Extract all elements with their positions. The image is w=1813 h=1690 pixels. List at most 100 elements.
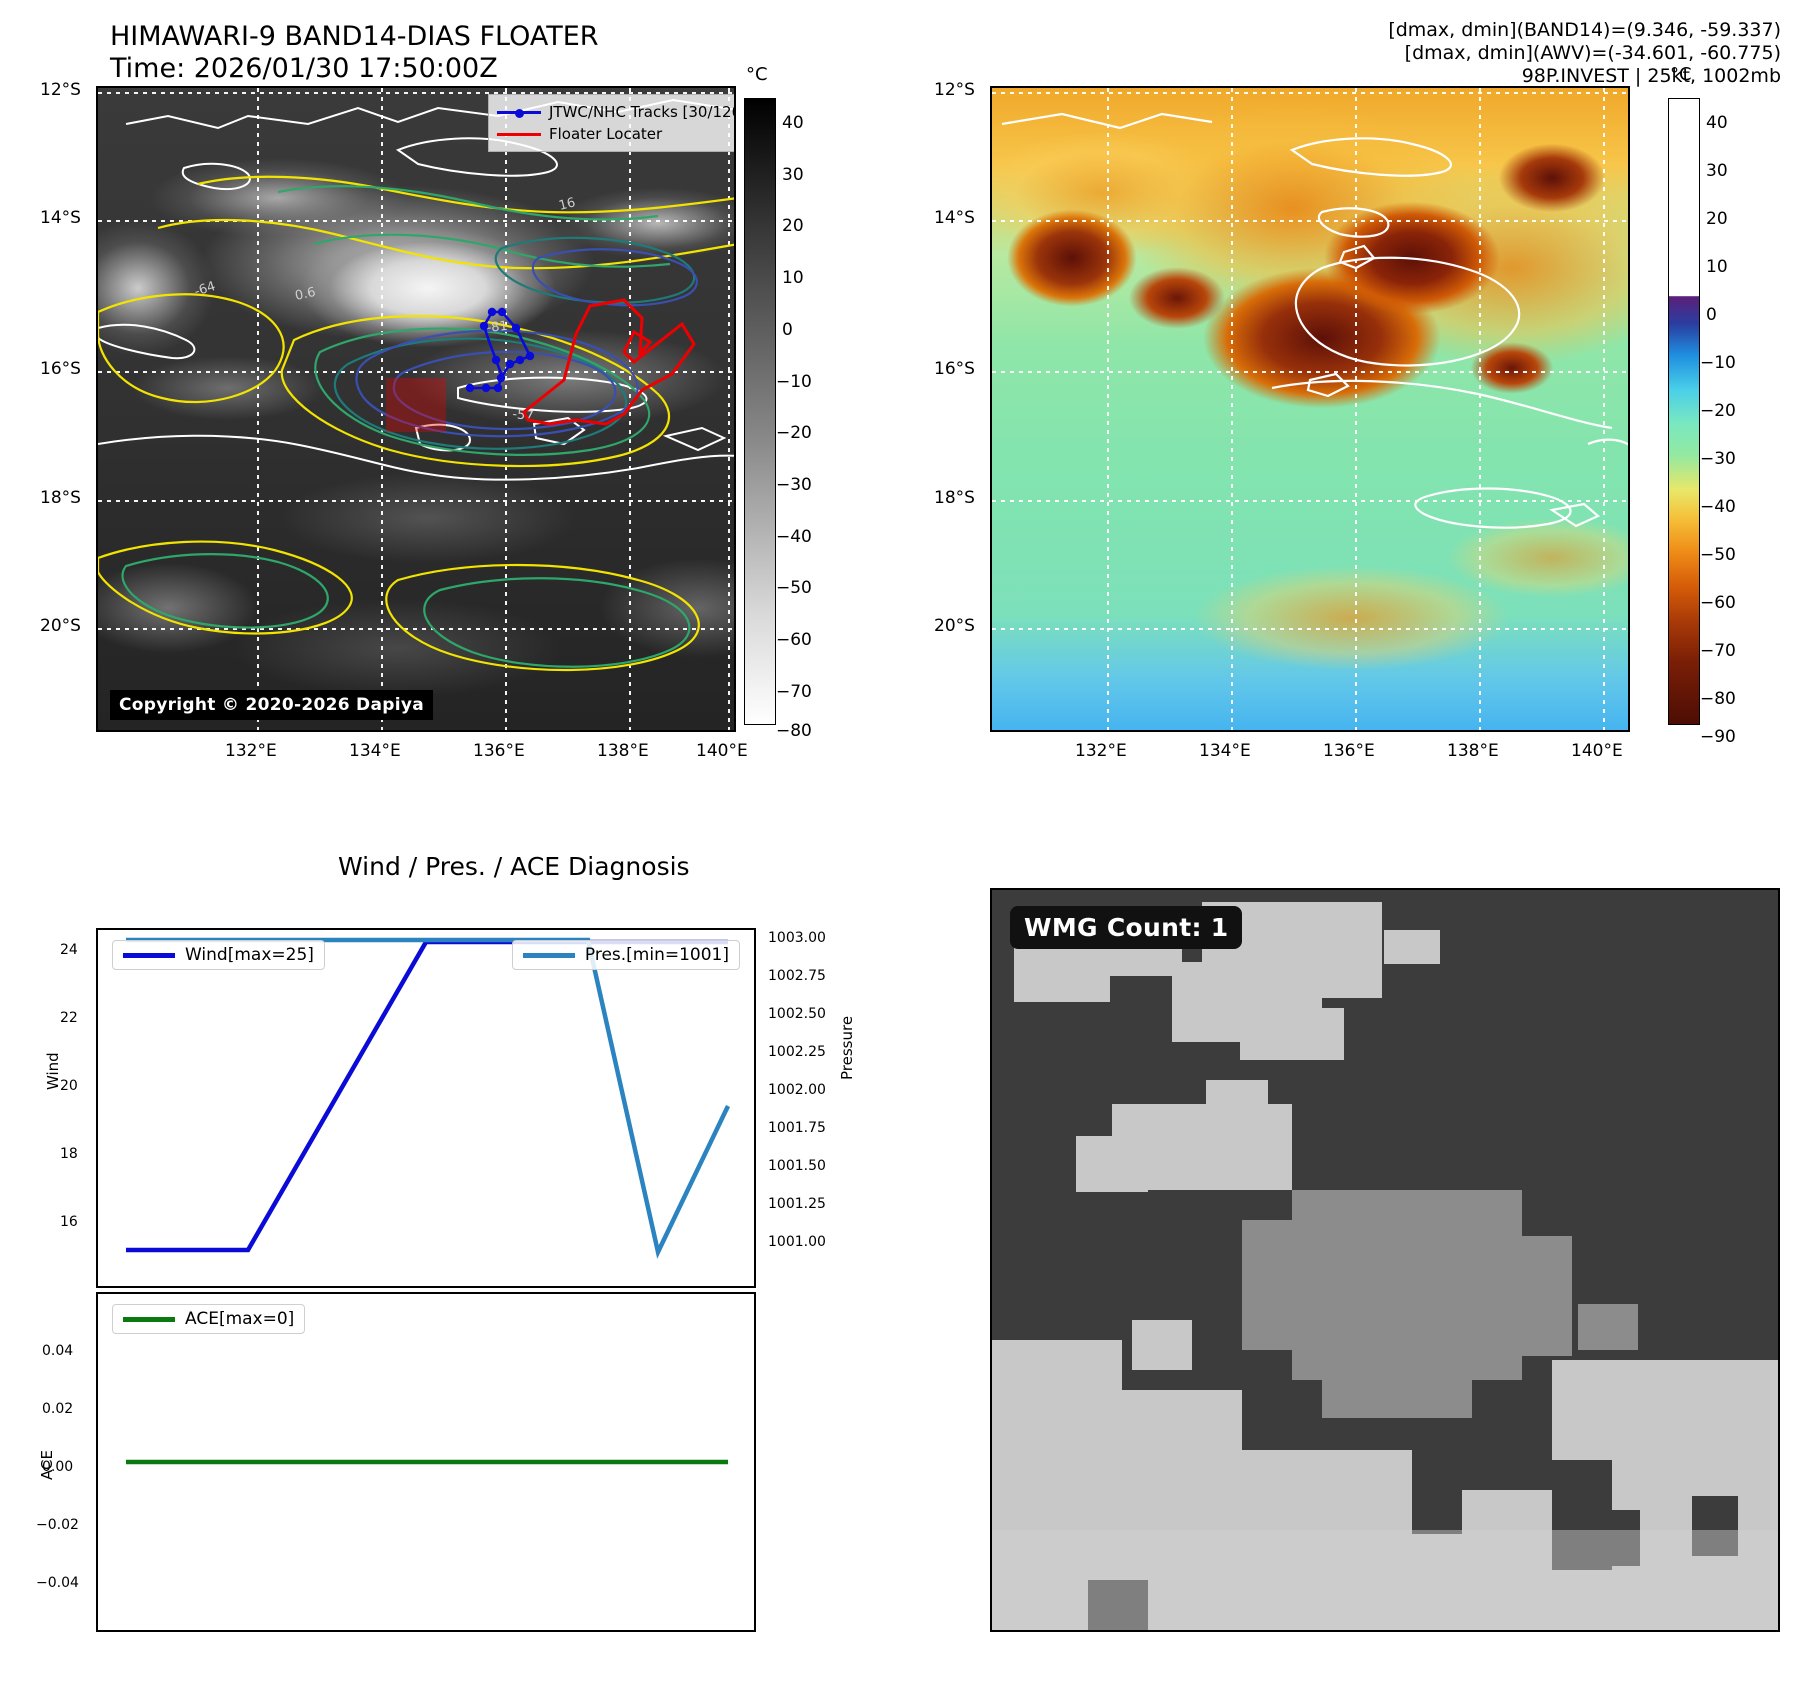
- color-colorbar: [1668, 98, 1700, 725]
- ir-xtick-140e: 140°E: [696, 741, 748, 761]
- gray-cbtick-m70: −70: [776, 682, 812, 702]
- awv-gridline-lat-12: [992, 92, 1628, 94]
- col-cbtick-40: 40: [1706, 113, 1728, 133]
- pressure-legend-label: Pres.[min=1001]: [584, 945, 729, 965]
- color-colorbar-unit: °C: [1670, 64, 1692, 85]
- ace-chart[interactable]: ACE[max=0]: [96, 1292, 756, 1632]
- ace-ytick-m0-02: −0.02: [36, 1517, 79, 1533]
- gray-cbtick-m10: −10: [776, 372, 812, 392]
- ir-ytick-18s: 18°S: [40, 488, 81, 508]
- pressure-axis-label: Pressure: [838, 1015, 856, 1080]
- ace-ytick-0-02: 0.02: [42, 1401, 74, 1417]
- wind-legend: Wind[max=25]: [112, 940, 325, 970]
- col-cbtick-10: 10: [1706, 257, 1728, 277]
- ir-ytick-14s: 14°S: [40, 208, 81, 228]
- wind-pressure-plot: [126, 937, 731, 1259]
- pres-ytick-1002-75: 1002.75: [768, 968, 826, 984]
- pressure-series-line: [126, 937, 731, 1259]
- awv-satellite-map[interactable]: [990, 86, 1630, 732]
- ir-ytick-16s: 16°S: [40, 359, 81, 379]
- awv-gridline-lon-136: [1355, 88, 1357, 730]
- gray-cbtick-40: 40: [782, 113, 804, 133]
- copyright-notice: Copyright © 2020-2026 Dapiya: [110, 690, 433, 720]
- ir-xtick-132e: 132°E: [225, 741, 277, 761]
- awv-xtick-136e: 136°E: [1323, 741, 1375, 761]
- awv-gridline-lat-20: [992, 628, 1628, 630]
- col-cbtick-m30: −30: [1700, 449, 1736, 469]
- gridline-lon-136: [505, 88, 507, 730]
- gray-cbtick-m40: −40: [776, 527, 812, 547]
- ace-ytick-0-04: 0.04: [42, 1343, 74, 1359]
- gray-cbtick-m80: −80: [776, 721, 812, 741]
- legend-row-floater: Floater Locater: [497, 123, 734, 145]
- col-cbtick-m90: −90: [1700, 727, 1736, 747]
- awv-ytick-18s: 18°S: [934, 488, 975, 508]
- awv-gridline-lat-18: [992, 500, 1628, 502]
- contour-layer: [98, 175, 734, 672]
- pres-ytick-1001-00: 1001.00: [768, 1234, 826, 1250]
- floater-locater-shape: [386, 298, 696, 432]
- ace-ytick-0-00: 0.00: [42, 1459, 74, 1475]
- map-legend: JTWC/NHC Tracks [30/1200Z] Floater Locat…: [488, 94, 734, 152]
- svg-text:-64: -64: [193, 279, 218, 300]
- gray-cbtick-m20: −20: [776, 423, 812, 443]
- stats-band14: [dmax, dmin](BAND14)=(9.346, -59.337): [1388, 19, 1781, 41]
- wind-legend-label: Wind[max=25]: [185, 945, 314, 965]
- col-cbtick-m40: −40: [1700, 497, 1736, 517]
- ace-legend: ACE[max=0]: [112, 1304, 306, 1334]
- awv-ytick-14s: 14°S: [934, 208, 975, 228]
- gridline-lat-14: [98, 220, 734, 222]
- gridline-lon-132: [257, 88, 259, 730]
- track-line-icon: [497, 108, 541, 118]
- gray-colorbar: [744, 98, 776, 725]
- ace-legend-label: ACE[max=0]: [185, 1309, 295, 1329]
- ace-ytick-m0-04: −0.04: [36, 1575, 79, 1591]
- awv-ytick-20s: 20°S: [934, 616, 975, 636]
- page-title: HIMAWARI-9 BAND14-DIAS FLOATER: [110, 21, 599, 52]
- legend-label-tracks: JTWC/NHC Tracks [30/1200Z]: [549, 103, 734, 121]
- awv-xtick-138e: 138°E: [1447, 741, 1499, 761]
- gray-cbtick-m30: −30: [776, 475, 812, 495]
- col-cbtick-m60: −60: [1700, 593, 1736, 613]
- pres-ytick-1002-25: 1002.25: [768, 1044, 826, 1060]
- wind-line-icon: [123, 952, 175, 958]
- col-cbtick-m10: −10: [1700, 353, 1736, 373]
- awv-xtick-134e: 134°E: [1199, 741, 1251, 761]
- svg-text:-81: -81: [486, 319, 509, 336]
- ir-ytick-12s: 12°S: [40, 80, 81, 100]
- wind-ytick-16: 16: [60, 1214, 78, 1230]
- ir-xtick-136e: 136°E: [473, 741, 525, 761]
- gray-cbtick-30: 30: [782, 165, 804, 185]
- svg-text:0.6: 0.6: [294, 285, 317, 304]
- gray-cbtick-10: 10: [782, 268, 804, 288]
- gridline-lon-134: [381, 88, 383, 730]
- awv-ytick-16s: 16°S: [934, 359, 975, 379]
- pres-ytick-1001-75: 1001.75: [768, 1120, 826, 1136]
- awv-gridline-lon-140: [1603, 88, 1605, 730]
- svg-text:16: 16: [557, 195, 577, 214]
- pressure-line-icon: [522, 952, 575, 958]
- wind-pressure-chart[interactable]: Wind[max=25] Pres.[min=1001]: [96, 928, 756, 1288]
- contour-label-layer: -81 -64 -57 0.6 16: [193, 195, 577, 424]
- gridline-lat-12: [98, 92, 734, 94]
- wmg-cloud-cluster-map[interactable]: WMG Count: 1: [990, 888, 1780, 1632]
- awv-ytick-12s: 12°S: [934, 80, 975, 100]
- ir-overlay-vectors: -81 -64 -57 0.6 16: [98, 98, 734, 672]
- awv-gridline-lon-132: [1107, 88, 1109, 730]
- wind-ytick-20: 20: [60, 1078, 78, 1094]
- awv-gridline-lat-14: [992, 220, 1628, 222]
- pres-ytick-1001-25: 1001.25: [768, 1196, 826, 1212]
- ir-xtick-134e: 134°E: [349, 741, 401, 761]
- storm-track-points: [465, 307, 535, 393]
- stats-awv: [dmax, dmin](AWV)=(-34.601, -60.775): [1404, 42, 1781, 64]
- ir-ytick-20s: 20°S: [40, 616, 81, 636]
- ir-satellite-map[interactable]: -81 -64 -57 0.6 16: [96, 86, 736, 732]
- awv-gridline-lon-134: [1231, 88, 1233, 730]
- awv-xtick-132e: 132°E: [1075, 741, 1127, 761]
- ace-plot: [126, 1459, 728, 1465]
- diagnosis-title: Wind / Pres. / ACE Diagnosis: [338, 852, 690, 881]
- pres-ytick-1001-50: 1001.50: [768, 1158, 826, 1174]
- wind-ytick-24: 24: [60, 942, 78, 958]
- awv-imagery: [992, 88, 1628, 730]
